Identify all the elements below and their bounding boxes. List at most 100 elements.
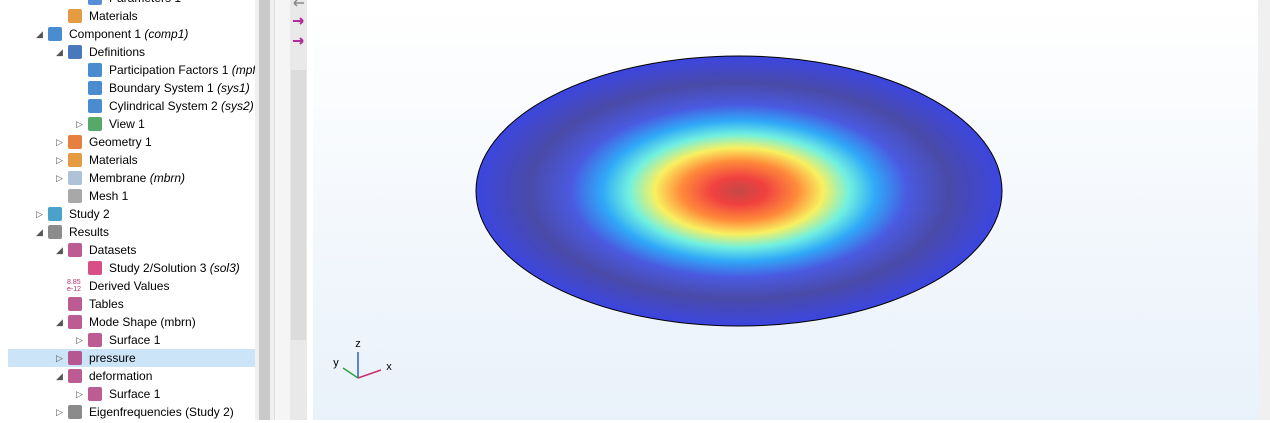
label-text: Surface 1 [109,333,161,347]
tree-item[interactable]: ▷ Membrane (mbrn) [0,169,255,187]
expand-arrow[interactable]: ▷ [56,155,63,165]
splitter[interactable] [274,0,291,420]
tree-icon [88,387,102,401]
tree-item[interactable]: Cylindrical System 2 (sys2) [0,97,255,115]
label-text: Eigenfrequencies (Study 2) [89,405,234,419]
collapse-arrow[interactable]: ◢ [56,245,63,255]
tree-item[interactable]: ▷ View 1 [0,115,255,133]
tree-item[interactable]: ▷ Surface 1 [0,331,255,349]
tree-item[interactable]: Boundary System 1 (sys1) [0,79,255,97]
tree-label: Boundary System 1 (sys1) [109,79,250,97]
collapse-arrow[interactable]: ◢ [36,227,43,237]
label-text: deformation [89,369,153,383]
tree-item[interactable]: ◢ Datasets [0,241,255,259]
expand-arrow[interactable]: ▷ [76,335,83,345]
label-tag: (comp1) [144,27,189,41]
tree-icon [88,117,102,131]
tree-label: Study 2/Solution 3 (sol3) [109,259,240,277]
expand-arrow[interactable]: ▷ [36,209,43,219]
tree-icon [68,135,82,149]
tree-icon [68,351,82,365]
scrollbar[interactable] [255,0,274,420]
tree-icon [88,333,102,347]
tree-icon [68,315,82,329]
tree-label: Mode Shape (mbrn) [89,313,196,331]
tree-item[interactable]: ▷ pressure [8,349,255,367]
tree-item[interactable]: ▷ Surface 1 [0,385,255,403]
tree-label: Cylindrical System 2 (sys2) [109,97,254,115]
tree-item[interactable]: 8.85 e-12 Derived Values [0,277,255,295]
label-tag: (sys2) [221,99,254,113]
toolbar-track [291,70,306,340]
scroll-thumb[interactable] [259,0,270,420]
icon-text: e-12 [67,286,82,293]
tree-icon [68,369,82,383]
expand-arrow[interactable]: ▷ [76,119,83,129]
tree-icon [88,81,102,95]
tree-icon [68,297,82,311]
expand-arrow[interactable]: ▷ [56,137,63,147]
axis-triad: z x y [333,338,392,379]
tool-icon[interactable] [293,37,304,45]
tree-item[interactable]: Study 2/Solution 3 (sol3) [0,259,255,277]
tree-item[interactable]: Materials [0,7,255,25]
tree-label: Results [69,223,109,241]
label-text: Participation Factors 1 [109,63,229,77]
tree-label: Study 2 [69,205,110,223]
toolbar-icons [291,0,306,340]
tree-item[interactable]: ▷ Materials [0,151,255,169]
label-text: Parameters 1 [109,0,181,5]
tree-label: Mesh 1 [89,187,128,205]
label-text: Study 2/Solution 3 [109,261,207,275]
tree-item[interactable]: Participation Factors 1 (mpf [0,61,255,79]
tool-icon[interactable] [293,0,304,7]
label-text: Definitions [89,45,146,59]
expand-arrow[interactable]: ▷ [56,173,63,183]
tree-label: Surface 1 [109,331,160,349]
tree-label: Definitions [89,43,145,61]
tree-icon [68,45,82,59]
tree-item[interactable]: ◢ Results [0,223,255,241]
tree-label: View 1 [109,115,145,133]
label-text: Cylindrical System 2 [109,99,218,113]
collapse-arrow[interactable]: ◢ [56,371,63,381]
label-text: View 1 [109,117,145,131]
label-text: Materials [89,9,138,23]
label-text: Component 1 [69,27,142,41]
label-tag: (mbrn) [149,171,186,185]
expand-arrow[interactable]: ▷ [56,407,63,417]
tree-label: Parameters 1 [109,0,181,7]
expand-arrow[interactable]: ▷ [56,353,63,363]
tree-label: Component 1 (comp1) [69,25,188,43]
graphics-window[interactable]: z x y [313,0,1258,420]
membrane-surface [475,55,1003,327]
tree-item[interactable]: Tables [0,295,255,313]
tree-label: Datasets [89,241,136,259]
label-text: Derived Values [89,279,170,293]
tree-item[interactable]: ◢ deformation [0,367,255,385]
tree-icon [48,207,62,221]
tree-item[interactable]: ◢ Definitions [0,43,255,61]
tree-item[interactable]: Parameters 1 [0,0,255,7]
tree-label: Participation Factors 1 (mpf [109,61,255,79]
tool-icon[interactable] [293,17,304,25]
toolbar [290,0,307,420]
tree-item[interactable]: ◢ Mode Shape (mbrn) [0,313,255,331]
collapse-arrow[interactable]: ◢ [36,29,43,39]
tree-item[interactable]: ◢ Component 1 (comp1) [0,25,255,43]
collapse-arrow[interactable]: ◢ [56,317,63,327]
label-text: pressure [89,351,136,365]
expand-arrow[interactable]: ▷ [76,389,83,399]
tree-item[interactable]: Mesh 1 [0,187,255,205]
tree-icon [48,225,62,239]
tree-icon [88,261,102,275]
label-text: Surface 1 [109,387,161,401]
tree-item[interactable]: ▷ Study 2 [0,205,255,223]
tree-item[interactable]: ▷ Geometry 1 [0,133,255,151]
tree-icon [88,63,102,77]
collapse-arrow[interactable]: ◢ [56,47,63,57]
tree-icon [68,189,82,203]
z-label: z [355,338,361,350]
tree-item[interactable]: ▷ Eigenfrequencies (Study 2) [0,403,255,420]
